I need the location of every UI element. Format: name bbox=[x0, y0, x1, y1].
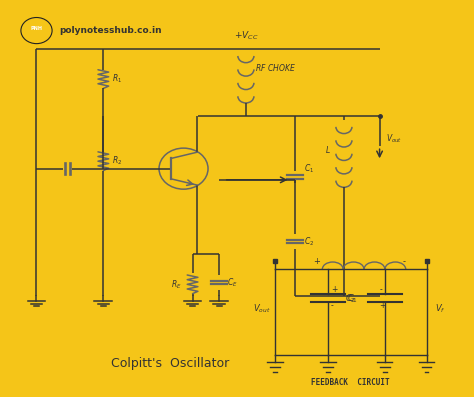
Text: $L$: $L$ bbox=[325, 145, 330, 156]
Text: -: - bbox=[402, 257, 405, 266]
Text: +: + bbox=[379, 301, 385, 310]
Text: $C_1$: $C_1$ bbox=[347, 292, 358, 304]
Text: $R_1$: $R_1$ bbox=[112, 73, 122, 85]
Text: $V_f$: $V_f$ bbox=[435, 303, 445, 315]
Text: $C_2$: $C_2$ bbox=[346, 292, 356, 304]
Text: -: - bbox=[331, 301, 334, 310]
Text: PNH: PNH bbox=[30, 26, 43, 31]
Text: $RF$ CHOKE: $RF$ CHOKE bbox=[255, 62, 296, 73]
Circle shape bbox=[21, 17, 52, 44]
Text: polynotesshub.co.in: polynotesshub.co.in bbox=[59, 26, 162, 35]
Text: $C_E$: $C_E$ bbox=[228, 276, 238, 289]
Text: $R_E$: $R_E$ bbox=[171, 278, 182, 291]
Text: -: - bbox=[379, 285, 382, 294]
Text: $R_2$: $R_2$ bbox=[112, 155, 122, 168]
Text: Colpitt's  Oscillator: Colpitt's Oscillator bbox=[111, 357, 229, 370]
Text: +: + bbox=[313, 257, 320, 266]
Text: +: + bbox=[331, 285, 337, 294]
Text: $V_{out}$: $V_{out}$ bbox=[386, 133, 402, 145]
Text: $C_1$: $C_1$ bbox=[304, 162, 314, 175]
Text: $C_2$: $C_2$ bbox=[304, 235, 314, 248]
Text: FEEDBACK  CIRCUIT: FEEDBACK CIRCUIT bbox=[311, 378, 390, 387]
Text: $V_{out}$: $V_{out}$ bbox=[253, 303, 270, 315]
Text: $+V_{CC}$: $+V_{CC}$ bbox=[234, 29, 258, 42]
